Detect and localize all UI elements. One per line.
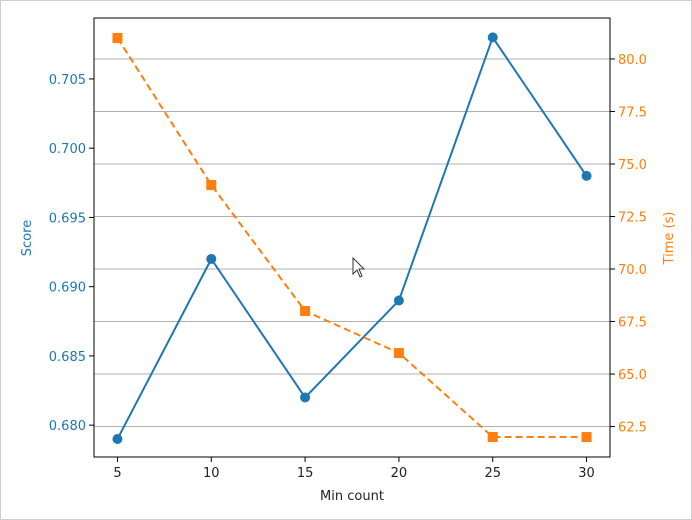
right-tick-label: 75.0 xyxy=(618,158,647,173)
left-tick-label: 0.700 xyxy=(49,142,86,157)
series-1-point xyxy=(206,253,217,264)
left-tick-label: 0.695 xyxy=(49,211,86,226)
x-tick-label: 20 xyxy=(391,466,408,481)
series-2-point xyxy=(581,432,592,443)
right-tick-label: 62.5 xyxy=(618,421,647,436)
series-2-point xyxy=(112,32,123,43)
right-tick-label: 80.0 xyxy=(618,53,647,68)
right-tick-label: 65.0 xyxy=(618,368,647,383)
x-tick-label: 25 xyxy=(484,466,501,481)
series-2-point xyxy=(487,432,498,443)
left-tick-label: 0.690 xyxy=(49,281,86,296)
series-1-point xyxy=(581,170,592,181)
series-1-point xyxy=(112,433,123,444)
right-tick-label: 77.5 xyxy=(618,105,647,120)
mouse-pointer-icon xyxy=(352,257,366,278)
series-line-2 xyxy=(116,37,587,438)
series-1-point xyxy=(300,392,311,403)
series-2-point xyxy=(206,179,217,190)
left-axis-label: Score xyxy=(20,220,35,256)
x-tick-label: 15 xyxy=(297,466,314,481)
right-axis-label: Time (s) xyxy=(662,212,677,266)
x-axis-label: Min count xyxy=(320,489,384,504)
left-tick-label: 0.680 xyxy=(49,419,86,434)
right-tick-label: 70.0 xyxy=(618,263,647,278)
left-tick-label: 0.705 xyxy=(49,73,86,88)
plot-area-frame xyxy=(93,17,611,458)
x-tick-label: 5 xyxy=(113,466,121,481)
right-tick-label: 72.5 xyxy=(618,210,647,225)
series-line-1 xyxy=(116,35,588,440)
left-tick-label: 0.685 xyxy=(49,350,86,365)
right-tick-label: 67.5 xyxy=(618,316,647,331)
series-1-point xyxy=(393,295,404,306)
series-2-point xyxy=(300,306,311,317)
x-tick-label: 10 xyxy=(203,466,220,481)
series-2-point xyxy=(393,348,404,359)
series-1-point xyxy=(487,32,498,43)
x-tick-label: 30 xyxy=(578,466,595,481)
